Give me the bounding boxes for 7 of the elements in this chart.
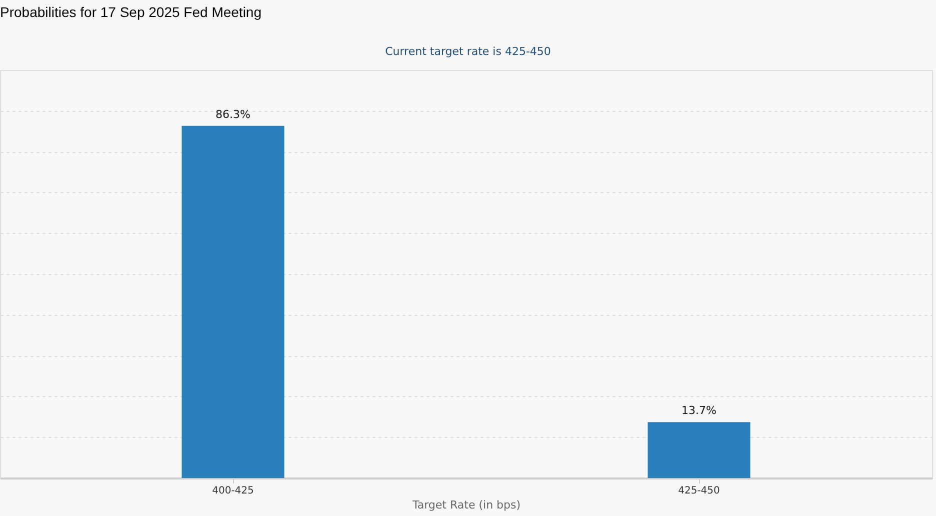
- x-axis-title: Target Rate (in bps): [411, 498, 521, 512]
- data-label: 13.7%: [682, 404, 716, 418]
- x-tick-label: 425-450: [678, 486, 720, 496]
- x-tick-label: 400-425: [212, 486, 254, 496]
- data-label: 86.3%: [216, 108, 250, 121]
- chart-subtitle: Current target rate is 425-450: [385, 45, 551, 58]
- chart-title: Probabilities for 17 Sep 2025 Fed Meeting: [0, 4, 262, 20]
